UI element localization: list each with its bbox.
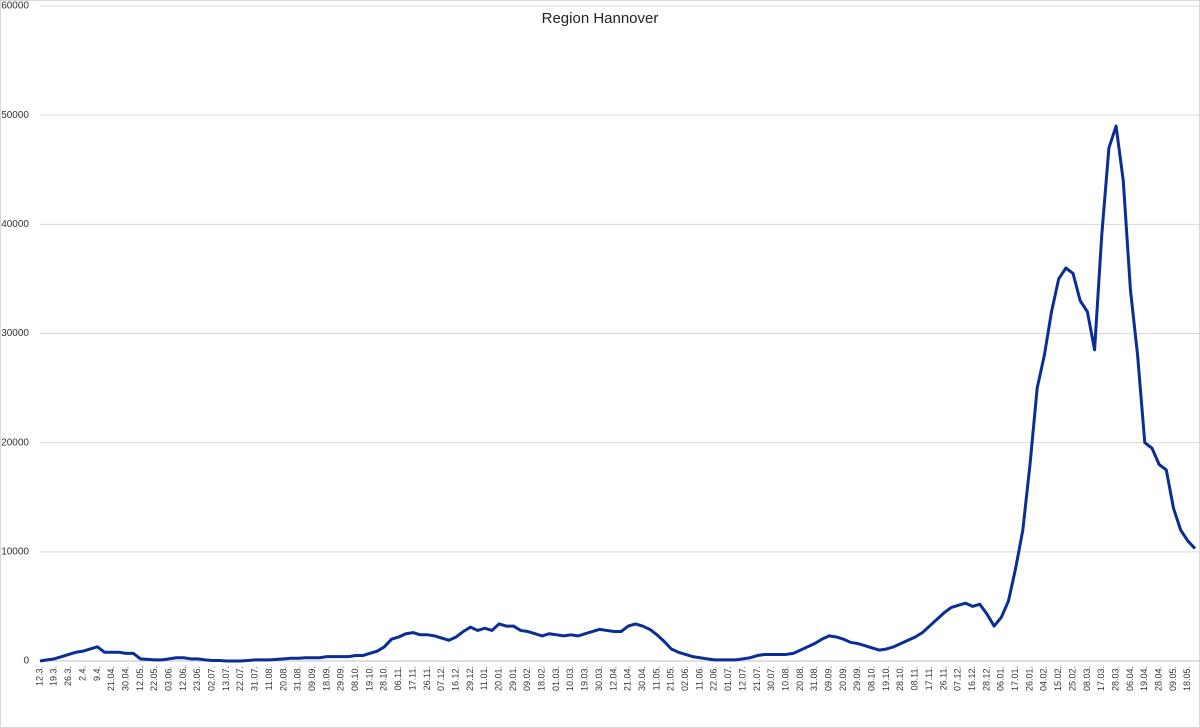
x-tick-label: 03.06. xyxy=(164,666,174,691)
x-tick-label: 17.11. xyxy=(924,666,934,690)
x-tick-label: 07.12. xyxy=(436,666,446,691)
x-tick-label: 12.07. xyxy=(737,666,747,691)
x-tick-label: 16.12. xyxy=(967,666,977,691)
x-tick-label: 17.11. xyxy=(407,666,417,690)
x-tick-label: 30.04. xyxy=(637,666,647,691)
x-tick-label: 21.04. xyxy=(106,666,116,691)
x-tick-label: 11.08. xyxy=(264,666,274,690)
x-tick-label: 19.03. xyxy=(580,666,590,691)
x-tick-label: 09.09. xyxy=(824,666,834,691)
x-tick-label: 21.04. xyxy=(623,666,633,691)
x-tick-label: 08.10. xyxy=(350,666,360,691)
x-tick-label: 28.10. xyxy=(895,666,905,691)
x-tick-label: 11.01. xyxy=(479,666,489,690)
x-tick-label: 11.06. xyxy=(694,666,704,690)
chart-title: Region Hannover xyxy=(542,10,659,27)
x-tick-label: 31.07. xyxy=(250,666,260,691)
x-tick-label: 15.02. xyxy=(1053,666,1063,691)
x-tick-label: 12.05. xyxy=(135,666,145,691)
x-tick-label: 02.06. xyxy=(680,666,690,691)
x-tick-label: 31.08. xyxy=(293,666,303,691)
y-tick-label: 50000 xyxy=(1,110,29,121)
x-tick-label: 23.06. xyxy=(192,666,202,691)
x-tick-label: 19.10. xyxy=(881,666,891,691)
x-tick-label: 10.08. xyxy=(780,666,790,691)
x-tick-label: 08.11. xyxy=(910,666,920,690)
x-tick-label: 28.10. xyxy=(379,666,389,691)
x-tick-label: 26.3. xyxy=(63,666,73,686)
x-tick-label: 12.3. xyxy=(34,666,44,686)
y-tick-label: 30000 xyxy=(1,328,29,339)
x-tick-label: 20.08. xyxy=(795,666,805,691)
x-tick-label: 22.05. xyxy=(149,666,159,691)
y-tick-label: 60000 xyxy=(1,1,29,12)
x-tick-label: 12.06. xyxy=(178,666,188,691)
x-tick-label: 28.04. xyxy=(1154,666,1164,691)
x-tick-label: 20.01. xyxy=(494,666,504,691)
x-tick-label: 18.05. xyxy=(1182,666,1192,691)
x-tick-label: 26.11. xyxy=(422,666,432,690)
x-tick-label: 29.09. xyxy=(852,666,862,691)
x-tick-label: 11.05. xyxy=(651,666,661,690)
x-tick-label: 19.04. xyxy=(1139,666,1149,691)
x-tick-label: 25.02. xyxy=(1067,666,1077,691)
x-tick-label: 08.03. xyxy=(1082,666,1092,691)
x-tick-label: 30.03. xyxy=(594,666,604,691)
x-tick-label: 09.02. xyxy=(522,666,532,691)
x-tick-label: 08.10. xyxy=(867,666,877,691)
x-tick-label: 18.02. xyxy=(537,666,547,691)
x-tick-label: 28.03. xyxy=(1110,666,1120,691)
x-tick-label: 19.10. xyxy=(364,666,374,691)
x-tick-label: 30.07. xyxy=(766,666,776,691)
x-tick-label: 02.07. xyxy=(207,666,217,691)
data-line xyxy=(39,124,1197,663)
x-tick-label: 29.01. xyxy=(508,666,518,691)
x-tick-label: 06.11. xyxy=(393,666,403,690)
x-tick-label: 30.04. xyxy=(120,666,130,691)
y-tick-label: 20000 xyxy=(1,437,29,448)
x-tick-label: 06.01. xyxy=(996,666,1006,691)
x-tick-label: 20.08. xyxy=(278,666,288,691)
y-tick-label: 10000 xyxy=(1,546,29,557)
x-tick-label: 21.07. xyxy=(752,666,762,691)
x-tick-label: 31.08. xyxy=(809,666,819,691)
y-tick-label: 0 xyxy=(23,656,29,667)
x-tick-label: 06.04. xyxy=(1125,666,1135,691)
x-tick-label: 2.4. xyxy=(77,666,87,681)
x-tick-label: 28.12. xyxy=(981,666,991,691)
x-tick-label: 29.09. xyxy=(336,666,346,691)
x-tick-label: 29.12. xyxy=(465,666,475,691)
x-tick-label: 17.01. xyxy=(1010,666,1020,691)
y-tick-label: 40000 xyxy=(1,219,29,230)
x-tick-label: 20.09. xyxy=(838,666,848,691)
x-tick-label: 01.03. xyxy=(551,666,561,691)
x-tick-label: 16.12. xyxy=(450,666,460,691)
x-tick-label: 22.07. xyxy=(235,666,245,691)
x-tick-label: 18.09. xyxy=(321,666,331,691)
x-tick-label: 26.11. xyxy=(938,666,948,690)
x-tick-label: 22.06. xyxy=(709,666,719,691)
x-tick-label: 26.01. xyxy=(1024,666,1034,691)
x-tick-label: 07.12. xyxy=(953,666,963,691)
x-tick-label: 17.03. xyxy=(1096,666,1106,691)
x-tick-label: 9.4. xyxy=(92,666,102,681)
x-tick-label: 10.03. xyxy=(565,666,575,691)
x-tick-label: 13.07. xyxy=(221,666,231,691)
x-tick-label: 09.09. xyxy=(307,666,317,691)
x-tick-label: 12.04. xyxy=(608,666,618,691)
x-tick-label: 09.05. xyxy=(1168,666,1178,691)
x-tick-label: 21.05. xyxy=(666,666,676,691)
x-tick-label: 01.07. xyxy=(723,666,733,691)
x-tick-label: 19.3. xyxy=(49,666,59,686)
x-tick-label: 04.02. xyxy=(1039,666,1049,691)
